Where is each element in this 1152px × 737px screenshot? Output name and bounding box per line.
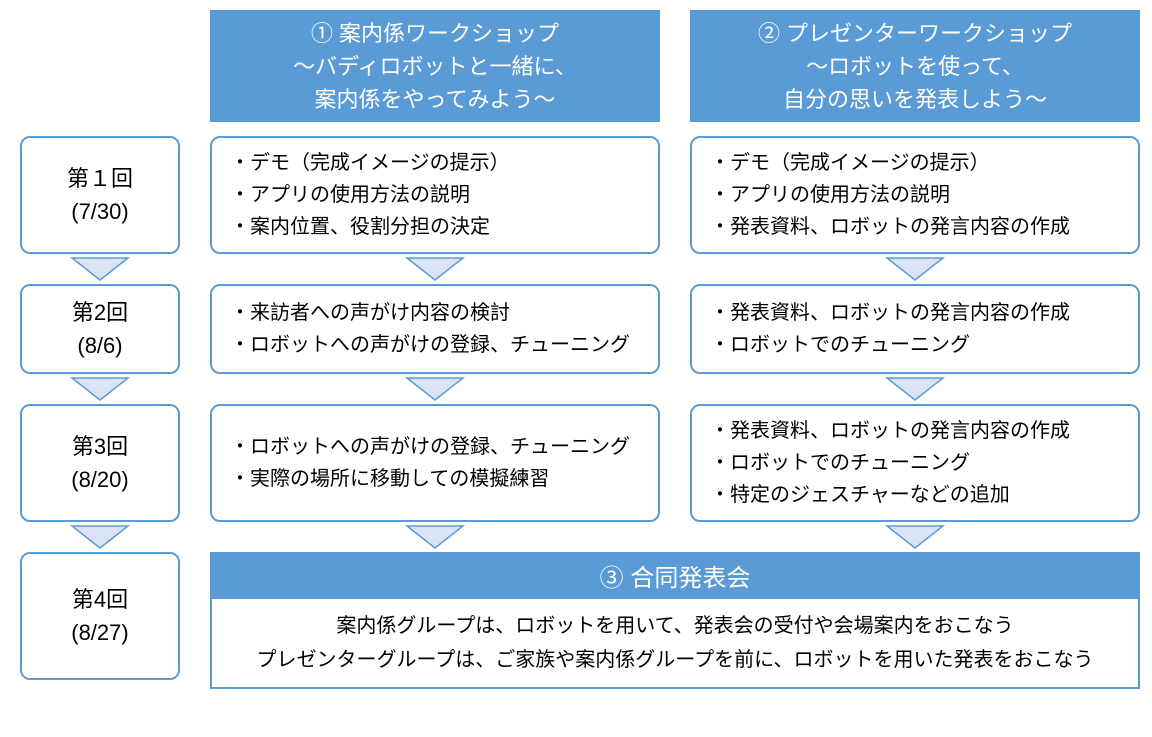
session-1-col2: ・デモ（完成イメージの提示）・アプリの使用方法の説明・発表資料、ロボットの発言内… [690, 136, 1140, 254]
down-arrow-icon [885, 376, 945, 402]
final-title: ③ 合同発表会 [210, 552, 1140, 599]
header-workshop-2: ② プレゼンターワークショップ ～ロボットを使って、自分の思いを発表しよう～ [690, 10, 1140, 122]
session-3-col2: ・発表資料、ロボットの発言内容の作成・ロボットでのチューニング・特定のジェスチャ… [690, 404, 1140, 522]
session-2-label: 第2回 (8/6) [20, 284, 180, 374]
down-arrow-icon [70, 256, 130, 282]
final-event: ③ 合同発表会 案内係グループは、ロボットを用いて、発表会の受付や会場案内をおこ… [210, 552, 1140, 680]
down-arrow-icon [405, 524, 465, 550]
session-2-name: 第2回 [28, 296, 172, 329]
session-3-name: 第3回 [28, 430, 172, 463]
session-1-name: 第１回 [28, 162, 172, 195]
arrow-s2-c0 [20, 374, 180, 404]
session-1-date: (7/30) [28, 195, 172, 228]
arrow-s1-c2 [690, 254, 1140, 284]
header-2-subtitle: ～ロボットを使って、自分の思いを発表しよう～ [698, 50, 1132, 116]
session-2-col2: ・発表資料、ロボットの発言内容の作成・ロボットでのチューニング [690, 284, 1140, 374]
down-arrow-icon [405, 376, 465, 402]
session-4-name: 第4回 [28, 583, 172, 616]
arrow-s2-c2 [690, 374, 1140, 404]
down-arrow-icon [885, 524, 945, 550]
session-3-date: (8/20) [28, 463, 172, 496]
down-arrow-icon [70, 524, 130, 550]
arrow-s1-c1 [210, 254, 660, 284]
session-2-col1: ・来訪者への声がけ内容の検討・ロボットへの声がけの登録、チューニング [210, 284, 660, 374]
session-4-label: 第4回 (8/27) [20, 552, 180, 680]
session-2-date: (8/6) [28, 329, 172, 362]
down-arrow-icon [885, 256, 945, 282]
arrow-s2-c1 [210, 374, 660, 404]
header-spacer [20, 10, 180, 122]
session-3-col1: ・ロボットへの声がけの登録、チューニング・実際の場所に移動しての模擬練習 [210, 404, 660, 522]
header-1-title: ① 案内係ワークショップ [218, 17, 652, 50]
spacer [210, 122, 660, 136]
session-1-label: 第１回 (7/30) [20, 136, 180, 254]
arrow-s3-c0 [20, 522, 180, 552]
header-1-subtitle: ～バディロボットと一緒に、案内係をやってみよう～ [218, 50, 652, 116]
arrow-s3-c1 [210, 522, 660, 552]
header-workshop-1: ① 案内係ワークショップ ～バディロボットと一緒に、案内係をやってみよう～ [210, 10, 660, 122]
arrow-s3-c2 [690, 522, 1140, 552]
session-4-date: (8/27) [28, 616, 172, 649]
workshop-schedule-grid: ① 案内係ワークショップ ～バディロボットと一緒に、案内係をやってみよう～ ② … [20, 10, 1132, 680]
arrow-s1-c0 [20, 254, 180, 284]
spacer [690, 122, 1140, 136]
header-2-title: ② プレゼンターワークショップ [698, 17, 1132, 50]
final-body: 案内係グループは、ロボットを用いて、発表会の受付や会場案内をおこなうプレゼンター… [210, 599, 1140, 689]
session-3-label: 第3回 (8/20) [20, 404, 180, 522]
session-1-col1: ・デモ（完成イメージの提示）・アプリの使用方法の説明・案内位置、役割分担の決定 [210, 136, 660, 254]
down-arrow-icon [70, 376, 130, 402]
down-arrow-icon [405, 256, 465, 282]
spacer [20, 122, 180, 136]
